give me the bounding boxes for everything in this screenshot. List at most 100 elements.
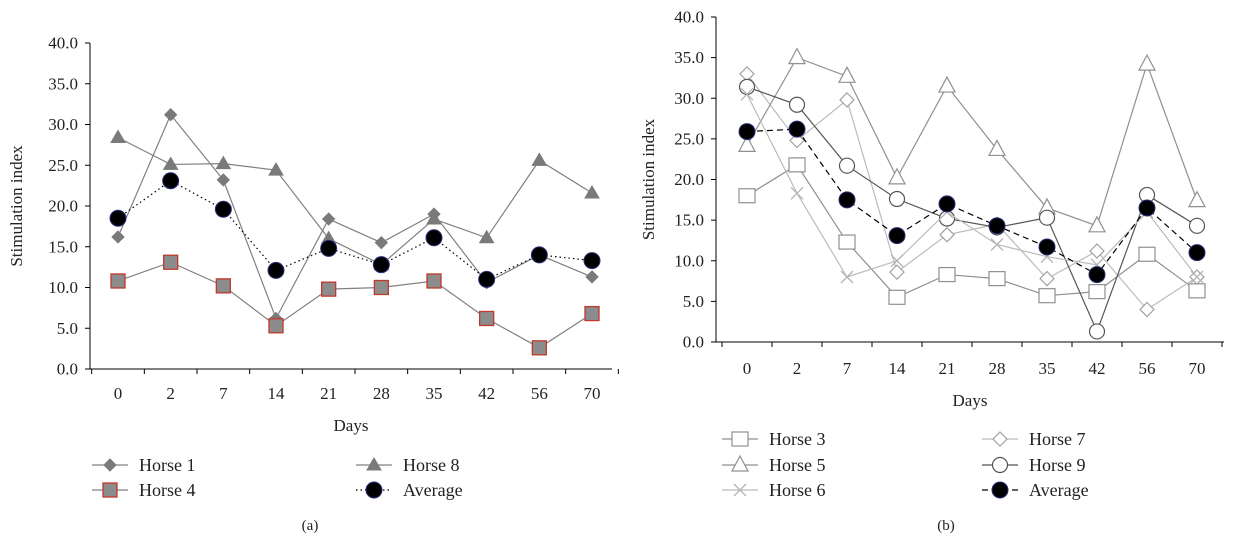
y-tick-label: 10.0 [48,278,78,297]
x-tick-label: 35 [426,384,443,403]
y-axis-label: Stimulation index [639,118,658,240]
data-point [740,87,754,101]
y-tick-label: 0.0 [57,360,78,379]
y-tick-label: 20.0 [48,197,78,216]
data-point [1088,215,1106,233]
data-point [1088,266,1106,284]
series-line [117,113,593,320]
data-point [838,66,856,83]
data-point [268,318,284,334]
legend: Horse 3 Horse 5 Horse 6 Horse 7 Horse 9 Avera… [722,429,1089,500]
data-point [1190,270,1204,284]
legend-label: Horse 3 [769,429,826,449]
y-tick-label: 5.0 [683,292,704,311]
series-horse-1 [111,108,599,326]
data-point [888,289,906,305]
y-tick-label: 15.0 [674,211,704,230]
x-tick-label: 42 [478,384,495,403]
y-tick-label: 10.0 [674,251,704,270]
x-tick-label: 35 [1039,359,1056,378]
y-tick-label: 40.0 [48,34,78,53]
data-point [162,172,180,190]
data-point [584,184,600,199]
data-point [938,195,956,213]
data-point [163,108,178,122]
data-point [938,266,956,283]
legend-item: Horse 4 [92,480,196,500]
data-point [530,246,548,264]
data-point [478,229,495,244]
series-line [746,56,1198,227]
data-point [584,305,600,322]
data-point [373,279,389,296]
data-point [790,186,804,200]
data-point [214,200,232,218]
data-point [1138,199,1156,217]
x-axis-label: Days [953,391,988,410]
x-tick-label: 0 [114,384,123,403]
x-tick-label: 28 [989,359,1006,378]
data-point [788,96,806,113]
x-tick-label: 70 [1189,359,1206,378]
legend-marker [731,431,749,447]
data-point [788,47,806,65]
x-tick-label: 56 [1139,359,1156,378]
x-tick-label: 0 [743,359,752,378]
data-point [1089,243,1105,259]
data-point [789,132,805,149]
data-point [1038,209,1056,226]
series-horse-3 [738,157,1206,305]
data-point [478,270,496,288]
legend-marker [733,483,747,497]
series-line [746,128,1198,276]
legend-item: Horse 6 [722,480,826,500]
legend-label: Horse 9 [1029,455,1086,475]
data-point [988,217,1006,235]
legend: Horse 1 Horse 4 Horse 8 Average [92,455,463,500]
x-tick-label: 28 [373,384,390,403]
data-point [738,135,756,152]
y-tick-label: 25.0 [674,129,704,148]
data-point [321,281,337,297]
legend-marker [992,431,1008,447]
legend-item: Horse 5 [722,454,826,475]
data-point [840,270,854,284]
data-point [988,271,1006,287]
x-axis-label: Days [334,416,369,435]
data-point [425,229,443,247]
x-tick-label: 2 [166,384,175,403]
x-tick-label: 7 [219,384,228,403]
data-point [788,120,806,138]
data-point [1038,288,1056,304]
data-point [1188,283,1206,299]
legend-item: Average [982,480,1089,500]
x-tick-label: 42 [1089,359,1106,378]
data-point [1038,238,1056,256]
chart-panel-b: 0.0 5.0 10.0 15.0 20.0 25.0 30.0 35.0 40.0 0 2 7 14 2… [639,8,1224,534]
data-point [939,226,955,243]
y-tick-label: 40.0 [674,8,704,27]
data-point [988,139,1006,157]
data-point [1188,217,1206,234]
data-point [163,254,179,270]
data-point [585,270,599,284]
x-tick-label: 2 [793,359,802,378]
data-point [109,209,127,227]
data-point [838,234,856,250]
series-line [746,73,1198,311]
data-point [531,340,547,356]
legend-marker [991,481,1009,499]
data-point [372,256,390,274]
legend-item: Average [356,480,463,500]
data-point [888,167,906,185]
y-tick-label: 35.0 [48,74,78,93]
y-tick-label: 15.0 [48,237,78,256]
data-point [1139,301,1155,318]
data-point [215,155,232,170]
data-point [583,252,601,270]
data-point [888,190,906,208]
series-line [117,261,593,349]
x-tick-label: 14 [268,384,286,403]
data-point [426,211,442,225]
data-point [531,152,548,166]
